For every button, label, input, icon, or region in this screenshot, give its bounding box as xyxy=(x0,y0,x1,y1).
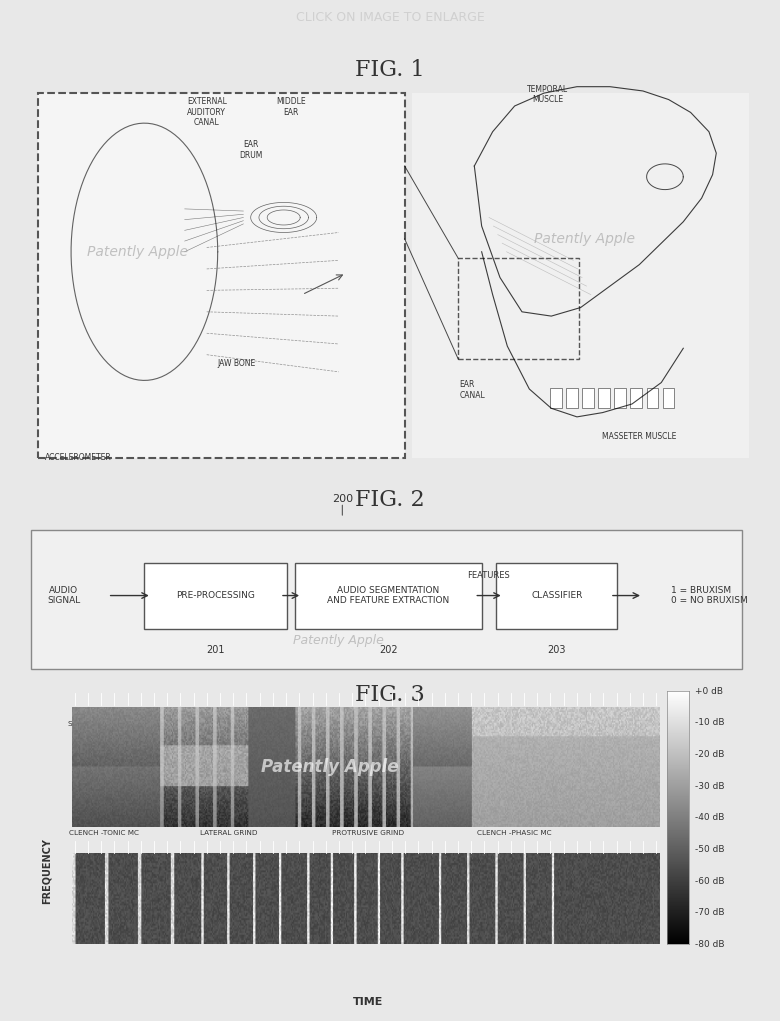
Text: CLENCH -TONIC MC: CLENCH -TONIC MC xyxy=(69,830,139,836)
FancyBboxPatch shape xyxy=(30,530,742,670)
Text: Patently Apple: Patently Apple xyxy=(261,758,399,776)
Text: FIG. 1: FIG. 1 xyxy=(355,59,425,81)
Text: -80 dB: -80 dB xyxy=(696,940,725,949)
Text: CHEW
CRUNCHY FOOD: CHEW CRUNCHY FOOD xyxy=(339,714,398,727)
Bar xyxy=(630,388,642,408)
Text: Patently Apple: Patently Apple xyxy=(87,245,187,258)
Text: Patently Apple: Patently Apple xyxy=(534,232,635,246)
Text: 203: 203 xyxy=(548,645,566,654)
Bar xyxy=(582,388,594,408)
Text: PRE-PROCESSING: PRE-PROCESSING xyxy=(176,591,255,600)
Text: FREQUENCY: FREQUENCY xyxy=(42,838,51,905)
Text: MIDDLE
EAR: MIDDLE EAR xyxy=(276,97,306,116)
Text: EXTERNAL
AUDITORY
CANAL: EXTERNAL AUDITORY CANAL xyxy=(186,97,227,128)
Text: 202: 202 xyxy=(379,645,398,654)
Text: 1 = BRUXISM
0 = NO BRUXISM: 1 = BRUXISM 0 = NO BRUXISM xyxy=(671,586,747,605)
Text: FIG. 2: FIG. 2 xyxy=(355,489,425,510)
FancyBboxPatch shape xyxy=(496,563,617,629)
Text: AUDIO SEGMENTATION
AND FEATURE EXTRACTION: AUDIO SEGMENTATION AND FEATURE EXTRACTIO… xyxy=(327,586,449,605)
Text: FEATURES: FEATURES xyxy=(467,571,509,580)
Text: -30 dB: -30 dB xyxy=(696,782,725,790)
Text: FIG. 3: FIG. 3 xyxy=(355,684,425,706)
Text: TIME: TIME xyxy=(353,998,383,1008)
Text: 200: 200 xyxy=(332,493,353,503)
FancyBboxPatch shape xyxy=(295,563,481,629)
Text: -60 dB: -60 dB xyxy=(696,877,725,885)
Bar xyxy=(647,388,658,408)
Text: TEMPORAL
MUSCLE: TEMPORAL MUSCLE xyxy=(527,85,568,104)
Text: -50 dB: -50 dB xyxy=(696,845,725,854)
Text: CLENCH -PHASIC MC: CLENCH -PHASIC MC xyxy=(477,830,552,836)
Text: MASSETER MUSCLE: MASSETER MUSCLE xyxy=(602,432,676,441)
Text: EAR
CANAL: EAR CANAL xyxy=(459,381,485,400)
Text: Patently Apple: Patently Apple xyxy=(293,634,384,646)
FancyBboxPatch shape xyxy=(38,93,405,457)
Text: LATERAL GRIND: LATERAL GRIND xyxy=(200,830,257,836)
Text: EAR
DRUM: EAR DRUM xyxy=(239,140,262,159)
Text: JAW BONE: JAW BONE xyxy=(218,359,256,368)
Text: CHEW
CRISPY FOOD: CHEW CRISPY FOOD xyxy=(161,714,209,727)
FancyBboxPatch shape xyxy=(144,563,287,629)
FancyBboxPatch shape xyxy=(412,93,750,457)
Bar xyxy=(615,388,626,408)
Bar xyxy=(598,388,610,408)
Text: TALK: TALK xyxy=(455,714,472,720)
Text: -10 dB: -10 dB xyxy=(696,719,725,727)
Text: +0 dB: +0 dB xyxy=(696,687,723,695)
Text: AUDIO
SIGNAL: AUDIO SIGNAL xyxy=(47,586,80,605)
Text: ELECTRICAL
BRUSH: ELECTRICAL BRUSH xyxy=(566,714,610,727)
Text: CLICK ON IMAGE TO ENLARGE: CLICK ON IMAGE TO ENLARGE xyxy=(296,11,484,25)
Bar xyxy=(550,388,562,408)
Text: CHEW
SOFT FOOD: CHEW SOFT FOOD xyxy=(69,714,110,727)
Text: DRINK: DRINK xyxy=(261,714,284,720)
Text: PROTRUSIVE GRIND: PROTRUSIVE GRIND xyxy=(332,830,404,836)
Text: -70 dB: -70 dB xyxy=(696,909,725,917)
Bar xyxy=(566,388,578,408)
Text: -20 dB: -20 dB xyxy=(696,750,725,759)
Text: -40 dB: -40 dB xyxy=(696,814,725,822)
Text: ACCELEROMETER: ACCELEROMETER xyxy=(45,453,112,461)
Text: CLASSIFIER: CLASSIFIER xyxy=(531,591,583,600)
Bar xyxy=(663,388,675,408)
Text: 201: 201 xyxy=(207,645,225,654)
